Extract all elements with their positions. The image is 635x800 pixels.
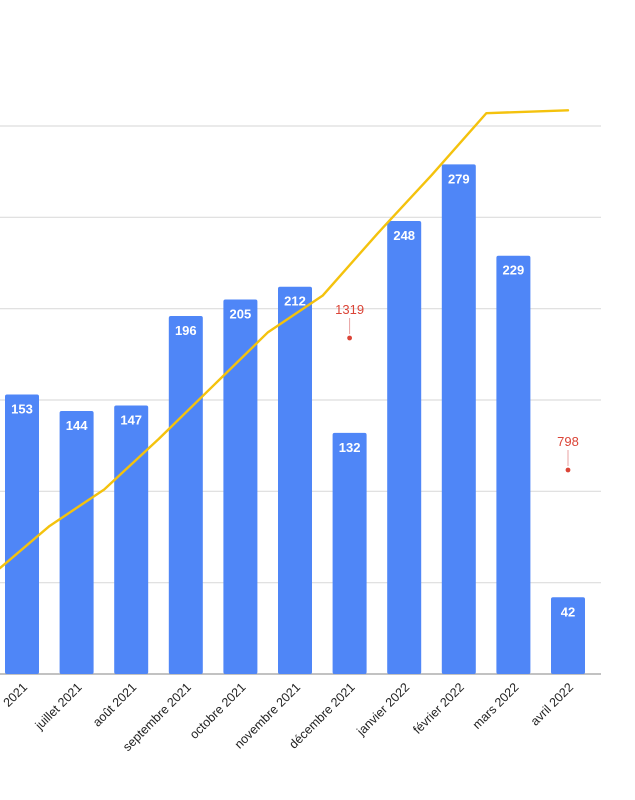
point-value-label: 798 <box>557 434 579 449</box>
trend-series <box>0 109 570 570</box>
point-marker <box>347 335 352 341</box>
x-tick-label: avril 2022 <box>528 680 576 728</box>
bar-9 <box>441 164 476 675</box>
bar-6 <box>278 286 312 674</box>
bar-2 <box>59 410 94 674</box>
x-tick-label: mars 2022 <box>470 680 522 732</box>
x-tick-label: 2021 <box>1 680 31 710</box>
bar-value-label: 132 <box>339 440 361 455</box>
x-tick-label: août 2021 <box>90 680 139 729</box>
point-labels: 1319 798 <box>335 302 579 473</box>
bar-value-label: 248 <box>393 228 415 243</box>
bar-value-label: 205 <box>230 307 252 322</box>
bar-3 <box>114 405 149 674</box>
bar-7 <box>332 432 367 674</box>
bar-value-label: 279 <box>448 171 470 186</box>
x-tick-label: février 2022 <box>410 680 467 737</box>
x-tick-label: octobre 2021 <box>187 680 249 742</box>
bar-4 <box>168 315 203 674</box>
x-tick-label: juillet 2021 <box>32 680 85 733</box>
bar-5 <box>223 299 258 674</box>
bar-8 <box>387 220 422 674</box>
x-tick-label: janvier 2022 <box>354 680 413 739</box>
point-value-label: 1319 <box>335 302 364 317</box>
bar-value-label: 229 <box>503 263 525 278</box>
bar-labels: 153 144 147 196 205 212 132 248 279 229 42 <box>11 171 575 619</box>
bar-11 <box>551 597 585 674</box>
bar-value-label: 212 <box>284 294 306 309</box>
trend-line <box>0 109 570 570</box>
bar-1 <box>5 394 39 674</box>
bar-value-label: 153 <box>11 402 33 417</box>
bar-value-label: 42 <box>561 604 575 619</box>
bar-value-label: 196 <box>175 323 197 338</box>
point-marker <box>565 467 571 473</box>
bar-value-label: 147 <box>120 412 142 427</box>
bar-value-label: 144 <box>66 418 88 433</box>
bar-10 <box>496 255 531 674</box>
bars <box>5 164 585 675</box>
